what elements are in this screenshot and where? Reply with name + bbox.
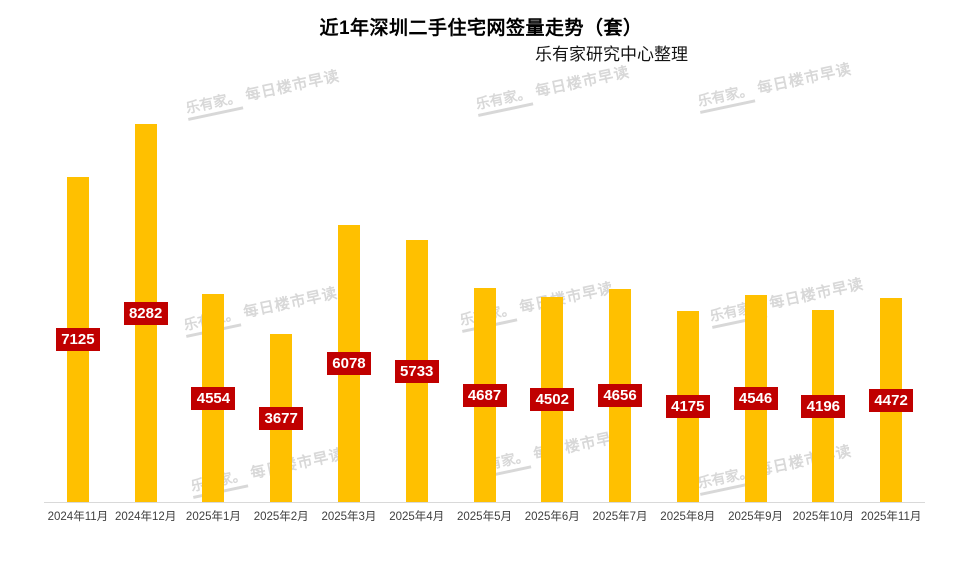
x-axis-tick-label: 2025年5月 [457, 511, 512, 523]
bar-value-label: 4196 [801, 394, 846, 418]
x-axis-tick-label: 2025年8月 [660, 511, 716, 523]
bar-value-label: 4502 [530, 388, 575, 411]
x-axis-tick-label: 2025年4月 [389, 511, 445, 523]
x-axis-tick-label: 2025年7月 [592, 511, 648, 523]
bar-value-label: 4656 [598, 384, 643, 407]
bar-value-label: 4472 [869, 388, 914, 412]
x-axis-tick-label: 2025年6月 [524, 511, 580, 523]
x-axis-tick-label: 2025年10月 [792, 511, 855, 523]
bar-value-label: 6078 [326, 352, 371, 375]
x-axis-tick-label: 2024年12月 [114, 511, 177, 523]
x-axis-tick-label: 2025年11月 [860, 511, 922, 523]
bar-chart-plot: 7125 8282 4554 3677 6078 5733 4687 4502 4656 4175… [44, 60, 925, 503]
x-axis-tick-label: 2024年11月 [47, 511, 109, 523]
bar-value-label: 5733 [394, 359, 439, 383]
bar-value-label: 3677 [259, 406, 304, 430]
x-axis-tick-label: 2025年3月 [321, 511, 377, 523]
bar-value-label: 4175 [665, 395, 710, 418]
bar-value-label: 4687 [462, 383, 507, 407]
chart-subtitle: 乐有家研究中心整理 [535, 45, 688, 64]
x-axis-tick-label: 2025年9月 [728, 511, 784, 523]
bar-value-label: 7125 [55, 328, 100, 351]
chart-title: 近1年深圳二手住宅网签量走势（套） [319, 18, 643, 39]
bar-value-label: 4546 [733, 387, 778, 410]
bar-value-label: 8282 [123, 301, 168, 325]
bar-value-label: 4554 [191, 386, 236, 410]
x-axis-tick-label: 2025年2月 [253, 511, 309, 523]
x-axis-tick-label: 2025年1月 [185, 511, 241, 523]
